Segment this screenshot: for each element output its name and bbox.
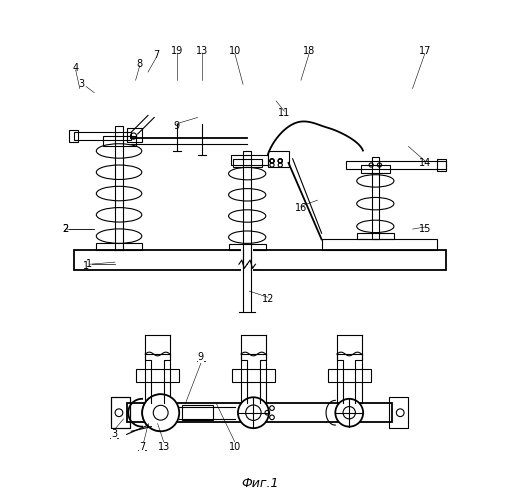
Bar bbox=[268, 150, 289, 167]
Bar bbox=[232, 370, 275, 382]
Text: 10: 10 bbox=[229, 442, 241, 452]
Text: 4: 4 bbox=[73, 63, 79, 73]
Bar bbox=[347, 161, 445, 169]
Bar bbox=[74, 132, 131, 140]
Text: 9: 9 bbox=[174, 120, 180, 130]
Text: 13: 13 bbox=[195, 46, 208, 56]
Text: 2: 2 bbox=[62, 224, 68, 234]
Bar bbox=[361, 165, 390, 173]
Bar bbox=[111, 398, 130, 428]
Text: 3: 3 bbox=[111, 430, 118, 440]
Text: 3: 3 bbox=[79, 80, 85, 90]
Text: 2: 2 bbox=[62, 224, 68, 234]
Bar bbox=[145, 354, 170, 404]
Text: 11: 11 bbox=[278, 108, 291, 118]
Text: 7: 7 bbox=[139, 442, 145, 452]
Bar bbox=[241, 354, 266, 404]
Bar bbox=[357, 233, 394, 239]
Bar bbox=[96, 242, 142, 250]
Text: 14: 14 bbox=[419, 158, 431, 168]
Text: 18: 18 bbox=[303, 46, 315, 56]
Text: 12: 12 bbox=[262, 294, 274, 304]
Text: 1: 1 bbox=[86, 259, 92, 269]
Bar bbox=[389, 398, 408, 428]
Bar bbox=[243, 150, 251, 250]
Text: 7: 7 bbox=[153, 50, 159, 60]
Bar bbox=[233, 159, 262, 167]
Bar bbox=[182, 405, 213, 420]
Text: 13: 13 bbox=[158, 442, 170, 452]
Text: 9: 9 bbox=[198, 352, 204, 362]
Text: 17: 17 bbox=[419, 46, 431, 56]
Bar bbox=[437, 159, 445, 171]
Bar bbox=[115, 126, 123, 250]
Bar bbox=[69, 130, 78, 142]
Text: 19: 19 bbox=[171, 46, 183, 56]
Text: 8: 8 bbox=[136, 58, 143, 68]
Ellipse shape bbox=[142, 394, 179, 432]
Ellipse shape bbox=[335, 399, 363, 426]
Bar bbox=[136, 370, 179, 382]
Bar bbox=[231, 154, 268, 165]
Bar bbox=[322, 240, 437, 250]
Bar bbox=[127, 404, 392, 422]
Text: 10: 10 bbox=[229, 46, 241, 56]
Bar bbox=[337, 354, 361, 404]
Bar bbox=[127, 128, 142, 142]
Text: 15: 15 bbox=[419, 224, 431, 234]
Bar bbox=[74, 250, 445, 270]
Ellipse shape bbox=[238, 398, 269, 428]
Text: 1: 1 bbox=[83, 262, 89, 272]
Bar bbox=[102, 136, 135, 146]
Bar bbox=[111, 398, 130, 428]
Bar bbox=[372, 156, 379, 240]
Text: 16: 16 bbox=[295, 204, 307, 214]
Bar bbox=[241, 248, 253, 272]
Text: Фиг.1: Фиг.1 bbox=[241, 478, 278, 490]
Bar bbox=[328, 370, 371, 382]
Bar bbox=[229, 244, 266, 250]
